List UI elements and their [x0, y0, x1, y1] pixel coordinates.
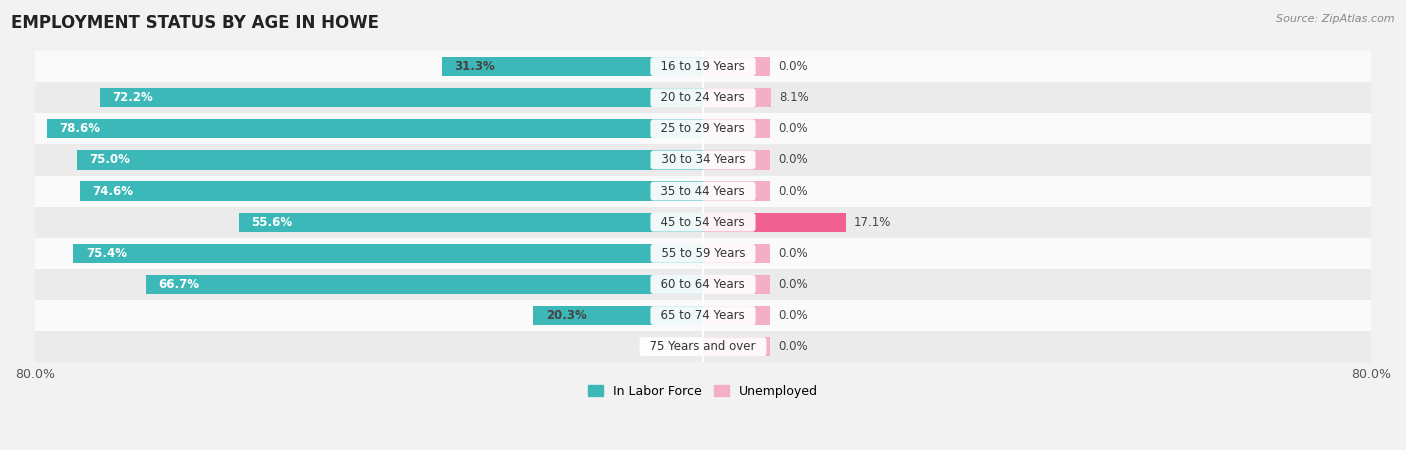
Text: 8.1%: 8.1%	[779, 91, 808, 104]
Bar	[35, 176, 1371, 207]
Bar	[35, 113, 1371, 144]
Bar	[35, 51, 1371, 82]
Bar	[441, 57, 703, 76]
Bar	[703, 57, 770, 76]
Text: 20.3%: 20.3%	[546, 309, 586, 322]
Text: 72.2%: 72.2%	[112, 91, 153, 104]
Text: 0.0%: 0.0%	[778, 340, 808, 353]
Bar	[35, 300, 1371, 331]
Text: 0.0%: 0.0%	[778, 309, 808, 322]
Text: 30 to 34 Years: 30 to 34 Years	[654, 153, 752, 166]
Bar	[77, 150, 703, 170]
Text: EMPLOYMENT STATUS BY AGE IN HOWE: EMPLOYMENT STATUS BY AGE IN HOWE	[11, 14, 380, 32]
Bar	[100, 88, 703, 108]
Legend: In Labor Force, Unemployed: In Labor Force, Unemployed	[583, 380, 823, 403]
Text: 0.0%: 0.0%	[778, 247, 808, 260]
Bar	[703, 244, 770, 263]
Bar	[146, 275, 703, 294]
Text: 31.3%: 31.3%	[454, 60, 495, 73]
Bar	[35, 82, 1371, 113]
Text: 74.6%: 74.6%	[93, 184, 134, 198]
Text: 55 to 59 Years: 55 to 59 Years	[654, 247, 752, 260]
Text: 66.7%: 66.7%	[159, 278, 200, 291]
Bar	[703, 275, 770, 294]
Text: 16 to 19 Years: 16 to 19 Years	[654, 60, 752, 73]
Bar	[46, 119, 703, 139]
Text: 0.0%: 0.0%	[778, 122, 808, 135]
Text: Source: ZipAtlas.com: Source: ZipAtlas.com	[1277, 14, 1395, 23]
Text: 78.6%: 78.6%	[59, 122, 100, 135]
Text: 75.4%: 75.4%	[86, 247, 127, 260]
Bar	[35, 207, 1371, 238]
Bar	[703, 88, 770, 108]
Bar	[80, 181, 703, 201]
Bar	[703, 306, 770, 325]
Text: 0.0%: 0.0%	[778, 60, 808, 73]
Bar	[533, 306, 703, 325]
Text: 35 to 44 Years: 35 to 44 Years	[654, 184, 752, 198]
Text: 55.6%: 55.6%	[252, 216, 292, 229]
Text: 45 to 54 Years: 45 to 54 Years	[654, 216, 752, 229]
Text: 17.1%: 17.1%	[853, 216, 891, 229]
Bar	[35, 269, 1371, 300]
Text: 75 Years and over: 75 Years and over	[643, 340, 763, 353]
Text: 60 to 64 Years: 60 to 64 Years	[654, 278, 752, 291]
Text: 0.0%: 0.0%	[778, 153, 808, 166]
Bar	[35, 238, 1371, 269]
Text: 0.0%: 0.0%	[778, 184, 808, 198]
Text: 20 to 24 Years: 20 to 24 Years	[654, 91, 752, 104]
Bar	[703, 181, 770, 201]
Bar	[703, 150, 770, 170]
Text: 0.0%: 0.0%	[661, 340, 690, 353]
Bar	[35, 331, 1371, 362]
Bar	[703, 119, 770, 139]
Bar	[35, 144, 1371, 176]
Bar	[239, 212, 703, 232]
Bar	[73, 244, 703, 263]
Bar	[703, 337, 770, 356]
Text: 0.0%: 0.0%	[778, 278, 808, 291]
Text: 25 to 29 Years: 25 to 29 Years	[654, 122, 752, 135]
Bar	[703, 212, 846, 232]
Text: 75.0%: 75.0%	[89, 153, 131, 166]
Text: 65 to 74 Years: 65 to 74 Years	[654, 309, 752, 322]
